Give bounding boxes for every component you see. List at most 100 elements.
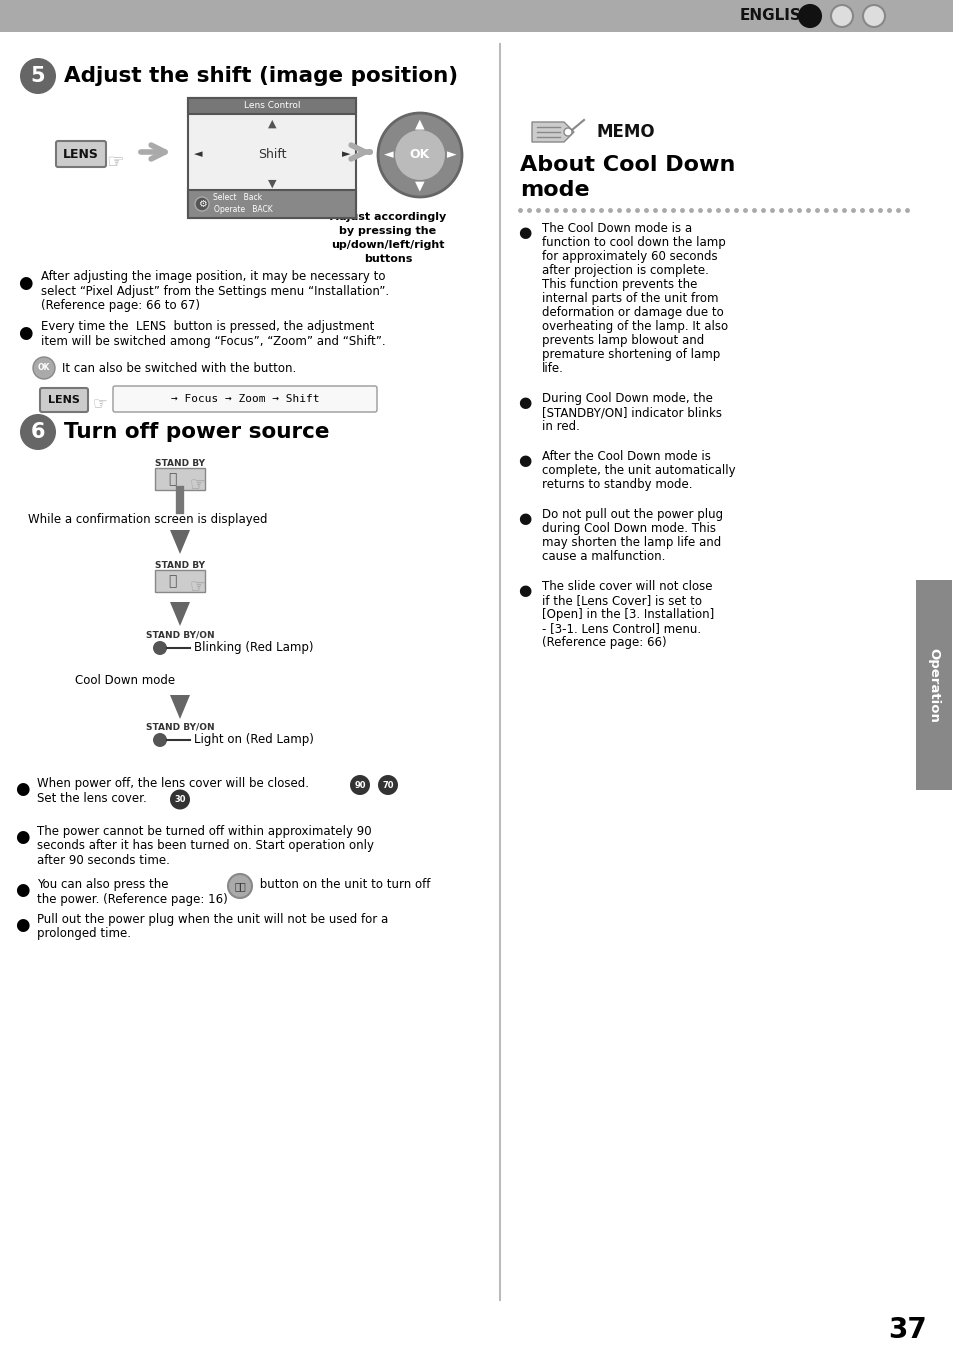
Bar xyxy=(154,468,205,490)
Circle shape xyxy=(33,357,55,378)
Text: ▼: ▼ xyxy=(415,179,424,193)
Text: internal parts of the unit from: internal parts of the unit from xyxy=(541,292,718,305)
Circle shape xyxy=(862,5,884,27)
FancyBboxPatch shape xyxy=(56,141,106,167)
Circle shape xyxy=(377,776,397,795)
Text: 5: 5 xyxy=(30,66,45,85)
Text: This function prevents the: This function prevents the xyxy=(541,278,697,292)
Text: overheating of the lamp. It also: overheating of the lamp. It also xyxy=(541,320,727,334)
Text: While a confirmation screen is displayed: While a confirmation screen is displayed xyxy=(28,514,267,526)
Text: 30: 30 xyxy=(174,795,186,804)
Text: deformation or damage due to: deformation or damage due to xyxy=(541,306,723,319)
Text: → Focus → Zoom → Shift: → Focus → Zoom → Shift xyxy=(171,395,319,404)
Text: 70: 70 xyxy=(382,781,394,789)
Polygon shape xyxy=(170,696,190,719)
Text: Cool Down mode: Cool Down mode xyxy=(75,674,175,686)
Circle shape xyxy=(152,641,167,655)
Circle shape xyxy=(799,5,821,27)
Text: Shift: Shift xyxy=(257,148,286,160)
Text: the power. (Reference page: 16): the power. (Reference page: 16) xyxy=(37,892,228,906)
Circle shape xyxy=(830,5,852,27)
Text: Operate   BACK: Operate BACK xyxy=(213,205,273,213)
Text: mode: mode xyxy=(519,180,589,199)
Text: (Reference page: 66): (Reference page: 66) xyxy=(541,636,666,650)
Text: ENGLISH: ENGLISH xyxy=(740,8,814,23)
Text: 90: 90 xyxy=(354,781,365,789)
Text: cause a malfunction.: cause a malfunction. xyxy=(541,551,664,563)
Text: item will be switched among “Focus”, “Zoom” and “Shift”.: item will be switched among “Focus”, “Zo… xyxy=(41,335,385,347)
Text: in red.: in red. xyxy=(541,420,579,433)
Polygon shape xyxy=(532,122,574,142)
Text: During Cool Down mode, the: During Cool Down mode, the xyxy=(541,392,712,405)
Text: Set the lens cover.: Set the lens cover. xyxy=(37,792,147,804)
Text: ●: ● xyxy=(517,511,531,526)
Polygon shape xyxy=(170,530,190,555)
Circle shape xyxy=(350,776,370,795)
Text: (Reference page: 66 to 67): (Reference page: 66 to 67) xyxy=(41,300,200,312)
Text: ◄: ◄ xyxy=(384,149,394,161)
Text: ☞: ☞ xyxy=(190,578,206,595)
Text: ●: ● xyxy=(14,881,30,899)
Text: select “Pixel Adjust” from the Settings menu “Installation”.: select “Pixel Adjust” from the Settings … xyxy=(41,285,389,297)
Text: The Cool Down mode is a: The Cool Down mode is a xyxy=(541,222,691,235)
Text: About Cool Down: About Cool Down xyxy=(519,155,735,175)
Text: OK: OK xyxy=(38,363,51,373)
FancyBboxPatch shape xyxy=(40,388,88,412)
Text: ◄: ◄ xyxy=(193,149,202,159)
Text: function to cool down the lamp: function to cool down the lamp xyxy=(541,236,725,250)
Text: The power cannot be turned off within approximately 90: The power cannot be turned off within ap… xyxy=(37,824,372,838)
Text: ●: ● xyxy=(14,780,30,797)
Text: MEMO: MEMO xyxy=(597,123,655,141)
Text: STAND BY/ON: STAND BY/ON xyxy=(146,723,214,732)
Text: ⚙: ⚙ xyxy=(197,199,206,209)
Text: ⏻: ⏻ xyxy=(168,472,176,485)
Text: premature shortening of lamp: premature shortening of lamp xyxy=(541,348,720,361)
Text: ▲: ▲ xyxy=(268,119,276,129)
Text: LENS: LENS xyxy=(48,395,80,405)
Text: ☞: ☞ xyxy=(190,475,206,494)
Text: after projection is complete.: after projection is complete. xyxy=(541,264,708,277)
Text: button on the unit to turn off: button on the unit to turn off xyxy=(255,877,430,891)
Circle shape xyxy=(152,734,167,747)
Circle shape xyxy=(20,58,56,94)
Text: ●: ● xyxy=(14,917,30,934)
Text: After adjusting the image position, it may be necessary to: After adjusting the image position, it m… xyxy=(41,270,385,283)
Text: STAND BY/ON: STAND BY/ON xyxy=(146,631,214,640)
Text: prolonged time.: prolonged time. xyxy=(37,928,131,941)
Text: ▲: ▲ xyxy=(415,118,424,130)
Text: ●: ● xyxy=(517,583,531,598)
Text: complete, the unit automatically: complete, the unit automatically xyxy=(541,464,735,477)
Text: during Cool Down mode. This: during Cool Down mode. This xyxy=(541,522,716,536)
Text: for approximately 60 seconds: for approximately 60 seconds xyxy=(541,250,717,263)
Text: ●: ● xyxy=(14,827,30,846)
Text: ☞: ☞ xyxy=(92,395,108,414)
Text: STAND BY: STAND BY xyxy=(154,458,205,468)
Text: may shorten the lamp life and: may shorten the lamp life and xyxy=(541,536,720,549)
Circle shape xyxy=(228,875,252,898)
Text: It can also be switched with the button.: It can also be switched with the button. xyxy=(62,362,296,374)
Circle shape xyxy=(194,197,209,212)
Text: prevents lamp blowout and: prevents lamp blowout and xyxy=(541,334,703,347)
Text: Adjust accordingly
by pressing the
up/down/left/right
buttons: Adjust accordingly by pressing the up/do… xyxy=(330,212,446,264)
Circle shape xyxy=(170,789,190,810)
Text: OK: OK xyxy=(410,149,430,161)
Text: Turn off power source: Turn off power source xyxy=(64,422,329,442)
Bar xyxy=(154,570,205,593)
Text: 37: 37 xyxy=(887,1317,926,1344)
Text: after 90 seconds time.: after 90 seconds time. xyxy=(37,853,170,866)
Text: [Open] in the [3. Installation]: [Open] in the [3. Installation] xyxy=(541,607,714,621)
Text: Lens Control: Lens Control xyxy=(244,102,300,110)
Text: Light on (Red Lamp): Light on (Red Lamp) xyxy=(193,734,314,747)
Text: 6: 6 xyxy=(30,422,45,442)
Text: When power off, the lens cover will be closed.: When power off, the lens cover will be c… xyxy=(37,777,309,791)
Text: Select   Back: Select Back xyxy=(213,194,262,202)
Text: You can also press the: You can also press the xyxy=(37,877,169,891)
Bar xyxy=(915,580,951,791)
Text: Blinking (Red Lamp): Blinking (Red Lamp) xyxy=(193,641,314,655)
Text: returns to standby mode.: returns to standby mode. xyxy=(541,479,692,491)
Text: Pull out the power plug when the unit will not be used for a: Pull out the power plug when the unit wi… xyxy=(37,913,388,926)
Text: ●: ● xyxy=(517,453,531,468)
Circle shape xyxy=(394,129,446,180)
Bar xyxy=(188,98,355,114)
Bar xyxy=(0,0,953,33)
